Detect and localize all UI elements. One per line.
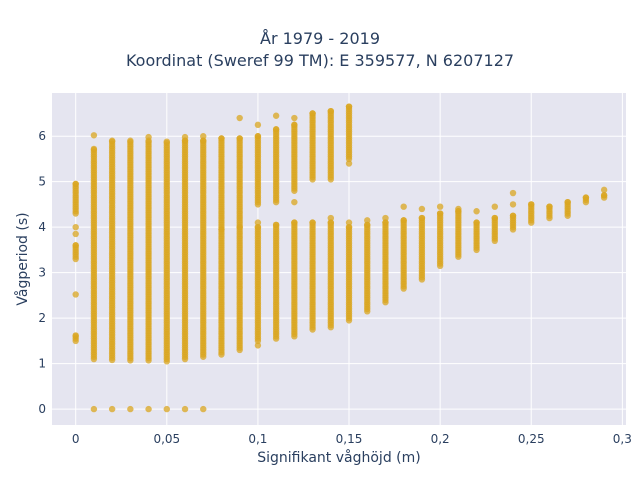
data-point (127, 405, 134, 413)
data-point (436, 210, 444, 217)
x-axis-ticks: 0 0,05 0,1 0,15 0,2 0,25 0,3 (72, 432, 632, 446)
data-point (400, 203, 407, 210)
x-tick-label: 0,05 (153, 432, 180, 446)
data-point (90, 132, 98, 139)
data-point (145, 133, 152, 141)
data-point (90, 405, 98, 413)
data-point (72, 291, 79, 298)
data-point (218, 135, 225, 142)
data-point (364, 217, 371, 224)
data-point (291, 198, 298, 206)
plot-area (52, 93, 626, 425)
data-point (254, 219, 262, 226)
data-point (200, 133, 207, 140)
data-points (72, 103, 608, 413)
x-tick-label: 0,25 (518, 432, 545, 446)
data-point (327, 219, 334, 226)
data-point (72, 230, 79, 238)
data-point (509, 212, 517, 219)
x-tick-label: 0 (72, 432, 80, 446)
data-point (564, 198, 571, 206)
data-point (418, 205, 426, 213)
data-point (327, 214, 334, 222)
data-point (382, 219, 389, 226)
data-point (163, 138, 170, 145)
y-tick-label: 0 (38, 402, 46, 416)
y-tick-label: 4 (38, 220, 46, 234)
data-point (509, 201, 517, 208)
data-point (327, 107, 334, 115)
data-point (546, 203, 553, 210)
data-point (254, 121, 262, 129)
data-point (108, 137, 116, 144)
data-point (163, 405, 170, 413)
data-point (600, 192, 608, 199)
data-point (72, 180, 79, 188)
data-point (473, 208, 480, 215)
data-point (291, 121, 298, 129)
x-tick-label: 0,3 (613, 432, 632, 446)
data-point (345, 103, 353, 110)
data-point (127, 137, 134, 144)
data-point (272, 221, 280, 229)
x-tick-label: 0,1 (248, 432, 267, 446)
data-point (254, 223, 262, 231)
data-point (509, 189, 517, 197)
data-point (473, 219, 480, 226)
data-point (345, 223, 353, 231)
data-point (345, 219, 353, 226)
data-point (436, 203, 444, 210)
data-point (400, 217, 407, 224)
data-point (272, 112, 280, 119)
data-point (291, 219, 298, 226)
data-point (582, 194, 590, 201)
data-point (72, 242, 79, 249)
x-tick-label: 0,2 (431, 432, 450, 446)
data-point (309, 110, 316, 117)
data-point (491, 203, 498, 210)
data-point (600, 186, 608, 194)
data-point (200, 405, 207, 413)
data-point (364, 221, 371, 229)
chart-title-line1: År 1979 - 2019 (260, 29, 380, 48)
y-tick-label: 1 (38, 357, 46, 371)
data-point (72, 332, 79, 339)
data-point (181, 405, 189, 413)
y-tick-label: 2 (38, 311, 46, 325)
data-point (90, 145, 98, 153)
x-tick-label: 0,15 (336, 432, 363, 446)
data-point (236, 114, 243, 122)
data-point (272, 126, 280, 133)
y-axis-ticks: 0 1 2 3 4 5 6 (38, 129, 46, 416)
data-point (145, 405, 152, 413)
data-point (108, 405, 116, 413)
y-tick-label: 3 (38, 266, 46, 280)
data-point (418, 214, 426, 222)
data-point (254, 342, 262, 349)
data-point (528, 201, 535, 208)
chart-title-line2: Koordinat (Sweref 99 TM): E 359577, N 62… (125, 51, 515, 70)
y-tick-label: 5 (38, 175, 46, 189)
data-point (491, 214, 498, 222)
data-point (200, 137, 207, 144)
data-point (181, 133, 189, 141)
data-point (382, 214, 389, 222)
y-tick-label: 6 (38, 129, 46, 143)
data-point (254, 133, 262, 140)
x-axis-title: Signifikant våghöjd (m) (257, 449, 420, 466)
data-point (218, 226, 225, 233)
data-point (236, 223, 243, 231)
y-axis-title: Vågperiod (s) (14, 212, 31, 305)
data-point (309, 219, 316, 226)
data-point (236, 135, 243, 142)
data-point (291, 114, 298, 122)
chart-title: År 1979 - 2019 Koordinat (Sweref 99 TM):… (0, 28, 640, 72)
data-point (72, 223, 79, 231)
data-point (455, 205, 462, 213)
data-point (345, 160, 353, 167)
